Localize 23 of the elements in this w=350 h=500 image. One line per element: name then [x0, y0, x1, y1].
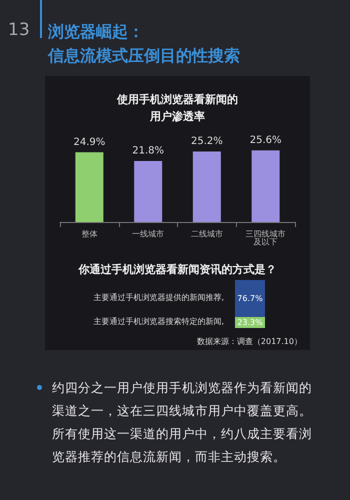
text: 信息流模式压倒目的性搜索 [48, 45, 240, 67]
bar [252, 150, 280, 222]
text: 浏览器崛起： [48, 21, 144, 43]
x-tick-label: 整体 [81, 230, 98, 238]
bar [134, 160, 162, 222]
bar [75, 152, 104, 222]
text: 约四分之一用户使用手机浏览器作为看新闻的渠道之一，这在三四线城市用户中覆盖更高。所有使用这一渠道的用户中，约八成主要看浏览器推荐的信息流新闻，而非主动搜索。 [52, 379, 313, 466]
data-label: 24.9% [73, 136, 106, 148]
series-label: 主要通过手机浏览器提供的新闻推荐, [93, 292, 224, 302]
data-label: 21.8% [132, 145, 164, 156]
chart-title: 使用手机浏览器看新闻的用户渗透率 [116, 93, 238, 123]
text: 13 [8, 20, 30, 40]
x-tick-label: 二线城市 [190, 230, 223, 238]
data-label: 76.7% [237, 294, 264, 303]
x-tick-label: 一线城市 [132, 230, 164, 238]
data-label: 23.3% [237, 318, 264, 327]
bar [192, 151, 221, 222]
chart-title: 你通过手机浏览器看新闻资讯的方式是？ [78, 263, 276, 276]
source-note: 数据来源：调查（2017.10） [196, 336, 302, 347]
x-tick-label: 三四线城市及以下 [246, 230, 286, 246]
series-label: 主要通过手机浏览器搜索特定的新闻, [93, 316, 224, 326]
data-label: 25.6% [250, 134, 282, 146]
data-label: 25.2% [190, 136, 223, 147]
